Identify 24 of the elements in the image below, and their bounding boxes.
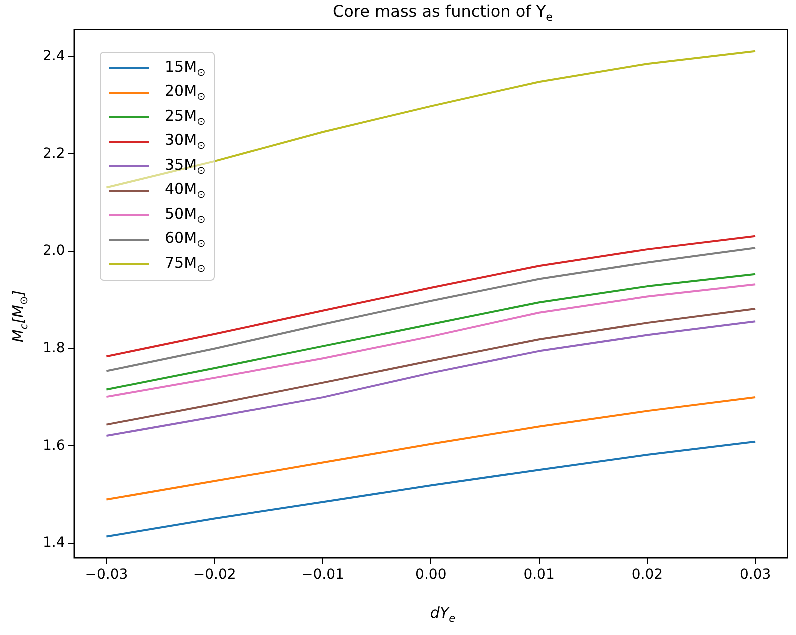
x-tick-label: −0.03 <box>85 567 128 584</box>
y-tick-label: 1.6 <box>43 438 66 454</box>
legend-label: 30M$_{⊙}$ <box>165 131 206 152</box>
x-tick-label: 0.00 <box>416 567 447 584</box>
y-tick-label: 2.2 <box>43 146 66 162</box>
x-tick-label: 0.01 <box>524 567 555 584</box>
x-tick-label: 0.02 <box>632 567 663 584</box>
legend-label: 25M$_{⊙}$ <box>165 106 206 128</box>
legend-label: 60M$_{⊙}$ <box>165 229 206 250</box>
x-tick-label: 0.03 <box>740 567 772 584</box>
y-tick-label: 2.0 <box>43 243 66 260</box>
y-tick-label: 1.8 <box>43 340 66 357</box>
y-tick-label: 2.4 <box>43 48 66 64</box>
x-tick-label: −0.01 <box>302 567 344 584</box>
legend-label: 75M$_{⊙}$ <box>165 254 206 275</box>
y-tick-label: 1.4 <box>43 535 66 552</box>
legend-label: 20M$_{⊙}$ <box>165 82 206 104</box>
legend-label: 40M$_{⊙}$ <box>165 180 206 202</box>
legend-label: 50M$_{⊙}$ <box>165 204 206 226</box>
chart-title: Core mass as function of Y$_{e}$ <box>332 2 554 24</box>
x-tick-label: −0.02 <box>193 567 236 584</box>
legend-label: 35M$_{⊙}$ <box>165 156 206 177</box>
x-axis-title: dY$_{e}$ <box>429 604 457 625</box>
legend-label: 15M$_{⊙}$ <box>165 58 206 79</box>
